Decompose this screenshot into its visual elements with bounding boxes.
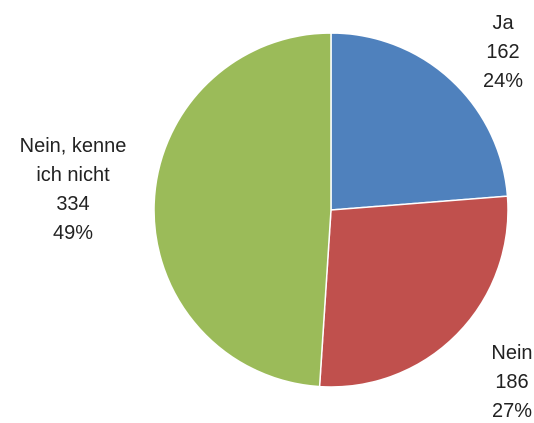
slice-3-label-line-2: ich nicht — [36, 164, 110, 186]
slice-1-label-line-3: 24% — [483, 70, 523, 92]
slice-1-label-line-2: 162 — [486, 41, 519, 63]
pie-slice-1 — [330, 32, 509, 211]
slice-2-label-line-3: 27% — [492, 400, 532, 422]
pie-slices — [153, 32, 509, 388]
slice-2-label-line-2: 186 — [495, 371, 528, 393]
slice-2-label-line-1: Nein — [491, 342, 532, 364]
pie-slice-3 — [153, 32, 332, 388]
slice-1-label-line-1: Ja — [492, 12, 514, 34]
slice-3-label-line-1: Nein, kenne — [20, 135, 127, 157]
pie-labels: Ja 162 24% Nein 186 27% Nein, kenne ich nicht 33… — [20, 12, 533, 422]
slice-3-label-line-4: 49% — [53, 222, 93, 244]
pie-slice-2 — [318, 195, 509, 388]
slice-3-label-line-3: 334 — [56, 193, 89, 215]
